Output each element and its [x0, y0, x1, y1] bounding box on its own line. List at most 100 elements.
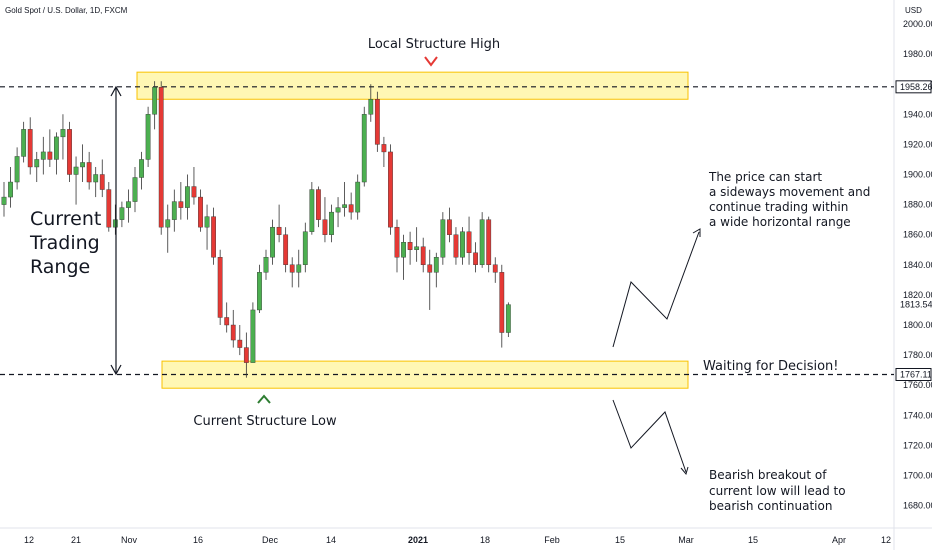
y-tick-label: 1780.00: [903, 350, 932, 360]
candle-body: [158, 87, 164, 228]
y-tick-label: 1920.00: [903, 139, 932, 149]
candle: [447, 207, 452, 243]
candle: [401, 234, 406, 280]
x-tick-label: 15: [615, 535, 625, 545]
candle: [47, 129, 53, 167]
candle: [152, 81, 158, 130]
candle: [296, 249, 302, 288]
candle: [178, 182, 184, 220]
candle: [276, 204, 282, 243]
candle-body: [348, 204, 354, 213]
candle: [204, 204, 210, 250]
candle-body: [316, 189, 321, 220]
candle-body: [250, 309, 256, 363]
time-axis-ticks: 12 21 Nov 16 Dec 14 2021 18 Feb 15 Mar 15 Apr 12: [24, 535, 891, 545]
candle-body: [466, 231, 472, 253]
candle-body: [47, 151, 53, 160]
candle-body: [407, 242, 413, 250]
candle: [145, 106, 151, 167]
structure-zones: [136, 71, 689, 389]
candle: [1, 182, 7, 217]
candle-body: [204, 216, 210, 228]
bullish-text-line-4: a wide horizontal range: [709, 215, 851, 229]
candle: [355, 174, 361, 220]
y-tick-label: 1760.00: [903, 380, 932, 390]
price-label-box: [895, 80, 932, 94]
candle-body: [191, 186, 197, 198]
candle-body: [230, 324, 236, 341]
candle-body: [335, 207, 341, 213]
price-label-box: [895, 367, 932, 381]
candle: [34, 151, 40, 183]
candle: [171, 189, 177, 232]
candle: [27, 117, 33, 175]
candle-body: [119, 207, 125, 220]
candle-body: [447, 219, 452, 235]
x-tick-label: 14: [326, 535, 336, 545]
candle: [505, 302, 511, 338]
candle-body: [427, 264, 433, 273]
candle: [86, 151, 92, 190]
bullish-text-line-1: The price can start: [708, 170, 822, 184]
x-tick-label: 21: [71, 535, 81, 545]
price-axis-ticks: 1680.00 1700.00 1720.00 1740.00 1760.00 1780.…: [903, 19, 932, 511]
local-structure-high-label: Local Structure High: [368, 37, 500, 52]
candle: [460, 227, 465, 265]
candle-body: [224, 317, 230, 326]
x-tick-label: Mar: [678, 535, 694, 545]
current-structure-low-label: Current Structure Low: [193, 414, 337, 429]
candle: [407, 231, 413, 265]
y-tick-label: 1840.00: [903, 260, 932, 270]
candle-body: [73, 166, 79, 175]
bearish-text-line-3: bearish continuation: [709, 499, 832, 513]
candle-body: [40, 151, 46, 160]
candle: [322, 197, 328, 243]
candle: [466, 216, 472, 265]
candle-body: [401, 242, 406, 258]
candle: [479, 212, 485, 268]
candle-body: [492, 264, 498, 273]
candle-body: [414, 246, 420, 250]
candle: [191, 166, 197, 205]
candle: [453, 227, 459, 265]
candle-body: [257, 272, 262, 311]
candle-body: [152, 87, 158, 115]
candle-body: [21, 129, 27, 157]
candle-body: [14, 156, 20, 183]
candle: [388, 144, 393, 235]
candle: [139, 151, 144, 190]
y-tick-label: 1700.00: [903, 471, 932, 481]
x-tick-label: 2021: [408, 535, 428, 545]
candle-body: [499, 272, 505, 333]
candle-body: [270, 226, 275, 258]
candle-body: [60, 129, 66, 138]
candle-body: [165, 219, 171, 228]
decision-label: Waiting for Decision!: [703, 359, 839, 374]
candle-body: [486, 219, 492, 265]
candle-body: [86, 162, 92, 183]
candle: [126, 189, 131, 223]
candle-body: [289, 264, 295, 273]
candle-body: [394, 226, 400, 258]
candle-body: [453, 234, 459, 258]
candle: [302, 222, 308, 273]
local-high-marker-icon: [424, 56, 438, 67]
candle-body: [198, 196, 203, 228]
candle: [119, 201, 125, 228]
candle-body: [139, 159, 144, 178]
candle-body: [211, 216, 216, 258]
candlestick-series: [1, 81, 511, 378]
x-tick-label: 16: [193, 535, 203, 545]
candle: [473, 242, 478, 273]
bullish-projection-path: [612, 228, 701, 348]
candle-body: [34, 159, 40, 168]
candle: [427, 249, 433, 310]
candle: [73, 156, 79, 205]
y-tick-label: 1740.00: [903, 410, 932, 420]
candle-body: [27, 129, 33, 168]
y-tick-label: 1860.00: [903, 230, 932, 240]
price-label: 1767.11: [900, 369, 932, 379]
candle-body: [171, 201, 177, 220]
candle: [309, 182, 315, 235]
